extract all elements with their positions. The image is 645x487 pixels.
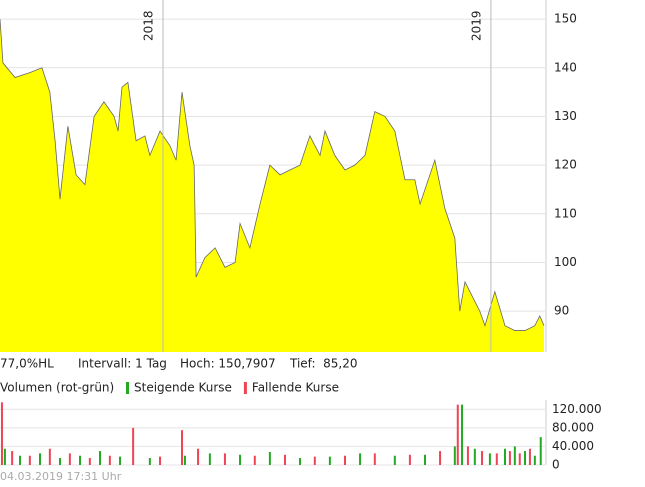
- volume-bar: [223, 453, 226, 465]
- volume-bar: [393, 455, 396, 465]
- volume-bar: [239, 454, 242, 465]
- volume-bar: [0, 402, 3, 465]
- volume-bar: [68, 453, 71, 465]
- volume-bar: [253, 455, 256, 465]
- volume-bar: [108, 455, 111, 465]
- volume-bar: [343, 455, 346, 465]
- volume-bar: [180, 430, 183, 465]
- legend-swatch: [126, 382, 129, 394]
- volume-bar: [513, 446, 516, 465]
- y-tick-label: 140: [554, 60, 577, 74]
- volume-bar: [283, 454, 286, 465]
- y-tick-label: 40.000: [552, 439, 594, 453]
- volume-bar: [19, 455, 22, 465]
- volume-bar: [359, 453, 362, 465]
- info-high: Hoch: 150,7907: [180, 357, 276, 371]
- volume-bar: [28, 455, 31, 465]
- y-tick-label: 80.000: [552, 420, 594, 434]
- footer: 04.03.2019 17:31 Uhr: [0, 470, 122, 483]
- price-area: [0, 19, 545, 352]
- y-tick-label: 0: [552, 458, 560, 472]
- x-tick-label: 2018: [141, 10, 155, 41]
- volume-bar: [59, 458, 62, 465]
- volume-bar: [508, 451, 511, 465]
- volume-bar: [208, 453, 211, 465]
- volume-bar: [132, 427, 135, 465]
- price-line: [0, 19, 545, 331]
- info-interval: Intervall: 1 Tag: [78, 357, 167, 371]
- x-tick-label: 2019: [469, 10, 483, 41]
- volume-bar: [328, 456, 331, 465]
- volume-bar: [528, 448, 531, 465]
- legend-label: Fallende Kurse: [252, 381, 339, 395]
- info-hl: 77,0%HL: [0, 357, 54, 371]
- volume-title: Volumen (rot-grün): [0, 381, 114, 395]
- volume-bar: [159, 456, 162, 465]
- volume-bar: [99, 451, 102, 465]
- volume-bar: [3, 448, 6, 465]
- info-low: Tief: 85,20: [289, 357, 358, 371]
- volume-bar: [79, 455, 82, 465]
- y-tick-label: 100: [554, 255, 577, 269]
- volume-bar: [518, 453, 521, 465]
- y-tick-label: 90: [554, 304, 569, 318]
- volume-bar: [197, 448, 200, 465]
- volume-bar: [423, 454, 426, 465]
- volume-bar: [373, 453, 376, 465]
- volume-bar: [453, 446, 456, 465]
- volume-bar: [313, 456, 316, 465]
- legend-swatch: [243, 382, 247, 394]
- volume-bar: [39, 453, 42, 465]
- y-tick-label: 150: [554, 12, 577, 26]
- volume-bar: [466, 446, 469, 465]
- y-tick-label: 120.000: [552, 402, 602, 416]
- volume-bar: [299, 458, 302, 465]
- volume-bar: [533, 455, 536, 465]
- volume-bar: [461, 404, 464, 465]
- volume-bar: [408, 454, 411, 465]
- volume-bar: [183, 455, 186, 465]
- y-tick-label: 130: [554, 109, 577, 123]
- volume-bar: [148, 458, 151, 465]
- volume-bar: [503, 448, 506, 465]
- legend-label: Steigende Kurse: [134, 381, 232, 395]
- volume-bar: [481, 451, 484, 465]
- y-tick-label: 120: [554, 158, 577, 172]
- volume-bar: [119, 456, 122, 465]
- volume-bar: [539, 437, 542, 465]
- volume-bar: [268, 452, 271, 465]
- volume-bar: [11, 451, 14, 465]
- volume-bar: [48, 448, 51, 465]
- volume-bar: [456, 404, 459, 465]
- volume-bar: [488, 453, 491, 465]
- volume-bar: [473, 448, 476, 465]
- volume-bar: [439, 451, 442, 465]
- volume-bar: [88, 458, 91, 465]
- y-tick-label: 110: [554, 206, 577, 220]
- volume-bar: [523, 451, 526, 465]
- volume-bar: [495, 453, 498, 465]
